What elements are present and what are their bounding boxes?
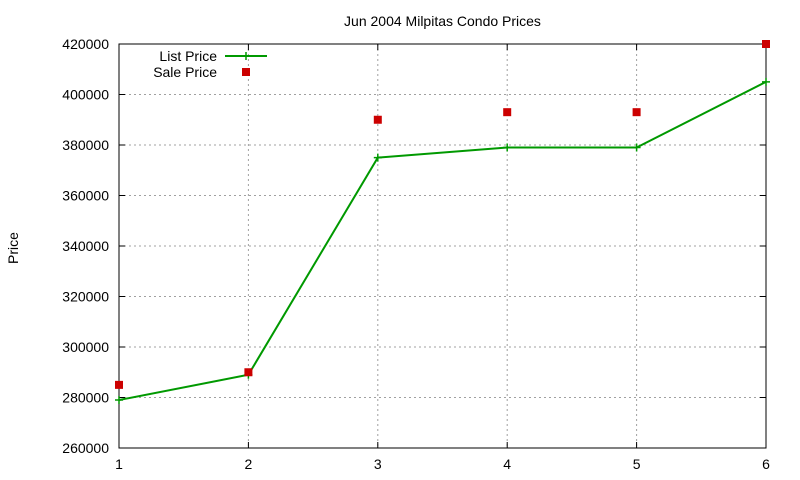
- sale-price-point: [115, 380, 123, 389]
- x-tick-label: 6: [762, 456, 770, 472]
- list-price-point: [632, 143, 641, 152]
- y-tick-label: 320000: [62, 289, 109, 305]
- sale-price-point: [632, 108, 641, 117]
- list-price-point: [373, 153, 382, 162]
- legend: List Price Sale Price: [153, 48, 267, 80]
- y-tick-label: 340000: [62, 238, 109, 254]
- y-tick-label: 400000: [62, 87, 109, 103]
- list-price-point: [762, 77, 770, 86]
- y-tick-label: 260000: [62, 440, 109, 456]
- x-tick-label: 2: [245, 456, 253, 472]
- x-tick-label: 1: [115, 456, 123, 472]
- sale-price-point: [373, 115, 382, 124]
- plot-frame: [118, 43, 767, 449]
- sale-price-point: [762, 40, 770, 48]
- y-tick-label: 360000: [62, 188, 109, 204]
- axes: 1 2 3 4 5 6 260000 280000 300000 320000 340000 3600…: [62, 36, 770, 472]
- list-price-point: [503, 143, 512, 152]
- legend-label-sale-price: Sale Price: [153, 64, 217, 80]
- x-tick-label: 4: [503, 456, 511, 472]
- legend-marker-sale-price: [242, 68, 250, 76]
- y-tick-label: 280000: [62, 390, 109, 406]
- chart-title: Jun 2004 Milpitas Condo Prices: [344, 13, 541, 29]
- sale-price-point: [503, 108, 512, 117]
- x-tick-label: 5: [633, 456, 641, 472]
- legend-marker-list-price: [242, 52, 250, 60]
- y-tick-label: 420000: [62, 36, 109, 52]
- y-tick-label: 300000: [62, 339, 109, 355]
- list-price-line: [118, 80, 767, 402]
- sale-price-point: [244, 368, 253, 377]
- legend-label-list-price: List Price: [159, 48, 217, 64]
- x-tick-label: 3: [374, 456, 382, 472]
- y-axis-label: Price: [5, 232, 21, 264]
- list-price-point: [115, 396, 123, 405]
- series: [115, 40, 770, 405]
- grid: [119, 44, 766, 448]
- y-tick-label: 380000: [62, 137, 109, 153]
